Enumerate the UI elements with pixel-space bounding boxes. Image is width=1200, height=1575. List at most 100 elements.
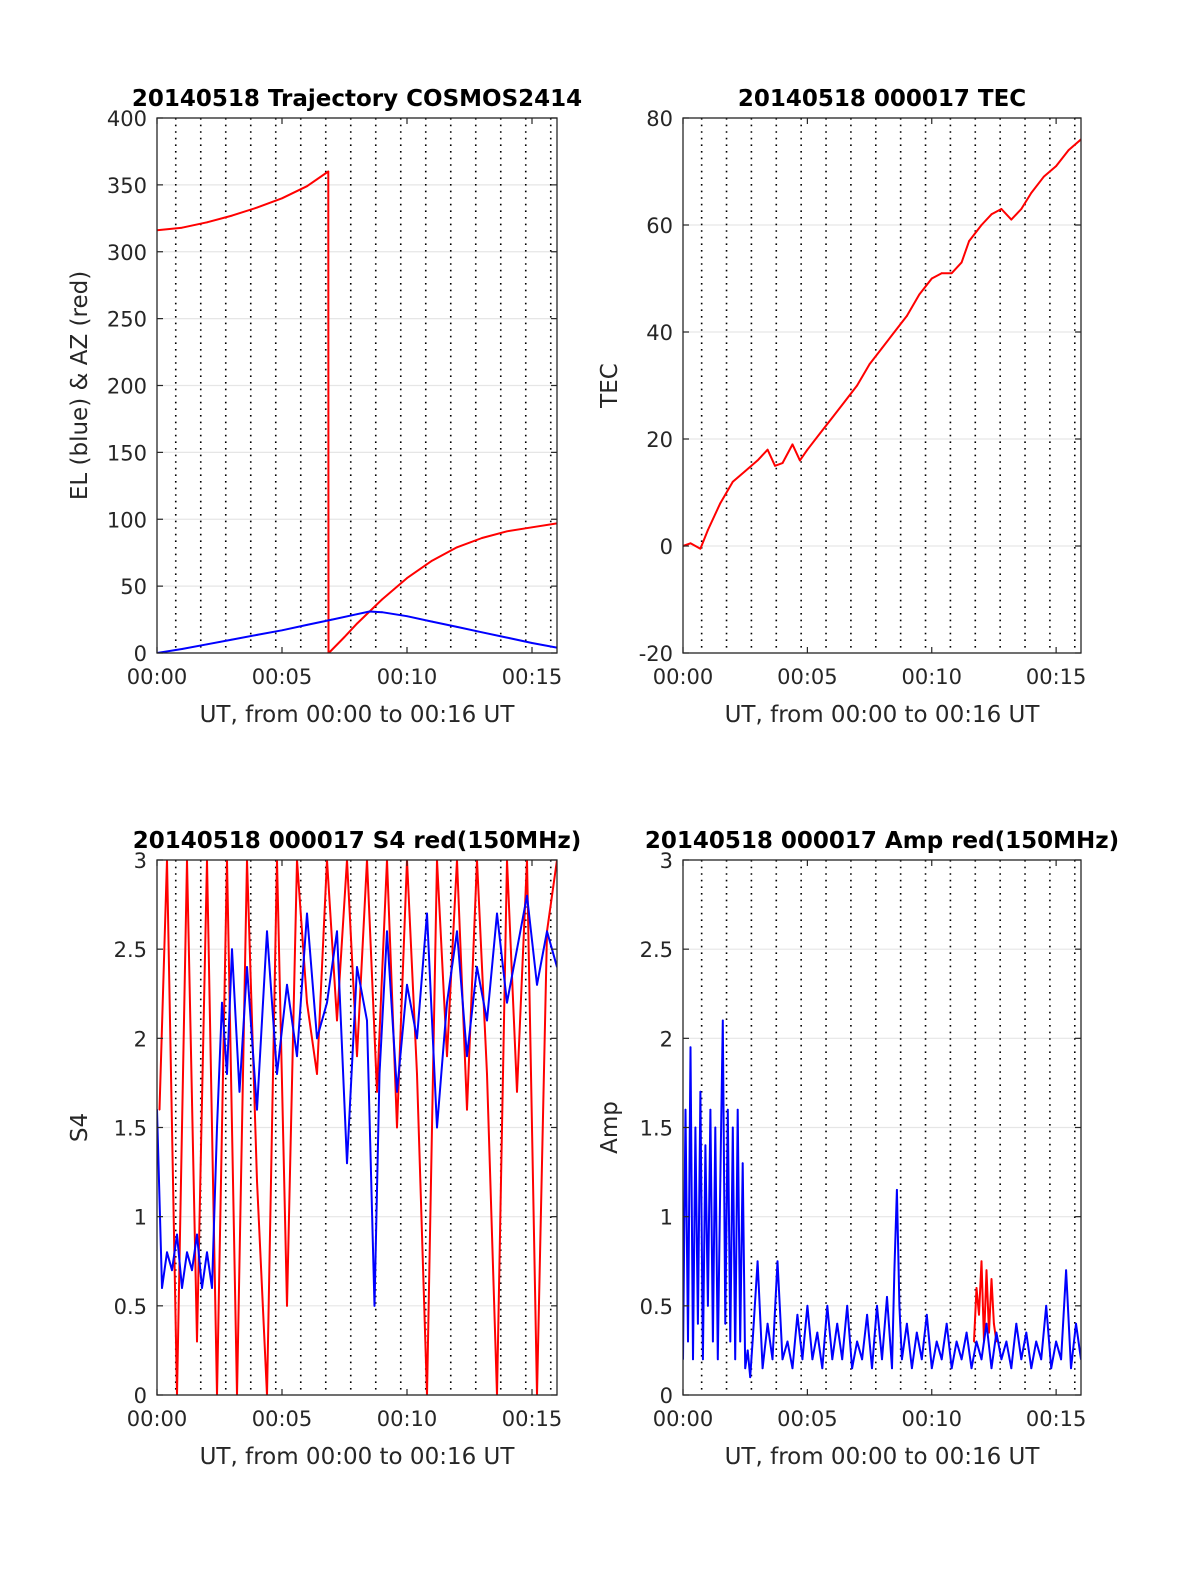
data-point	[776, 1260, 779, 1263]
data-point	[466, 1055, 468, 1058]
data-point	[381, 598, 383, 601]
data-point	[536, 983, 538, 986]
data-point	[206, 221, 208, 224]
data-point	[692, 1358, 694, 1361]
data-point	[781, 1358, 784, 1361]
series-line-0	[973, 1260, 998, 1343]
data-point	[306, 185, 308, 188]
y-tick-label: -20	[639, 642, 673, 666]
series-group	[157, 170, 557, 653]
y-tick-label: 100	[107, 508, 147, 532]
data-point	[296, 1055, 298, 1058]
data-point	[734, 1358, 737, 1361]
data-point	[206, 1251, 208, 1254]
data-point	[1030, 192, 1033, 194]
data-point	[231, 214, 233, 217]
y-tick-label: 300	[107, 241, 147, 265]
data-point	[336, 1019, 338, 1022]
data-point	[736, 1108, 739, 1111]
data-point	[226, 1073, 228, 1075]
y-tick-label: 250	[107, 308, 147, 332]
y-axis-label: Amp	[597, 1101, 623, 1154]
data-point	[818, 432, 821, 435]
data-point	[881, 347, 883, 349]
data-point	[975, 1287, 978, 1289]
y-tick-label: 0	[134, 1384, 147, 1408]
data-point	[856, 1340, 859, 1343]
data-point	[186, 1251, 188, 1254]
data-point	[326, 1001, 328, 1004]
data-point	[216, 1126, 218, 1129]
data-point	[729, 1340, 732, 1343]
data-point	[841, 1358, 844, 1361]
x-axis-label: UT, from 00:00 to 00:16 UT	[725, 702, 1041, 728]
data-point	[346, 1162, 348, 1165]
data-point	[985, 1322, 988, 1325]
x-tick-label: 00:15	[1026, 665, 1087, 689]
y-tick-label: 50	[120, 575, 147, 599]
data-point	[446, 1055, 448, 1058]
data-point	[726, 1108, 729, 1111]
data-point	[694, 1126, 697, 1129]
y-tick-label: 1	[134, 1206, 147, 1230]
data-point	[846, 1304, 849, 1307]
data-point	[751, 1340, 754, 1343]
data-point	[709, 1108, 712, 1111]
data-point	[286, 983, 288, 986]
data-point	[901, 1358, 903, 1361]
data-point	[406, 983, 408, 986]
data-point	[871, 1367, 873, 1370]
data-point	[546, 930, 548, 933]
data-point	[980, 1260, 983, 1263]
x-tick-label: 00:05	[777, 1407, 838, 1431]
series-group	[683, 138, 1081, 550]
data-point	[426, 912, 428, 915]
data-point	[799, 459, 801, 462]
data-point	[950, 1367, 953, 1370]
data-point	[1042, 175, 1045, 178]
data-point	[930, 277, 933, 280]
data-point	[1035, 1340, 1038, 1343]
data-point	[973, 1340, 975, 1343]
data-point	[915, 1331, 918, 1334]
data-point	[256, 634, 258, 636]
data-point	[1020, 208, 1023, 210]
x-tick-label: 00:10	[377, 665, 438, 689]
data-point	[191, 1269, 193, 1272]
y-tick-label: 2	[660, 1027, 673, 1051]
data-point	[1065, 1269, 1067, 1272]
data-point	[356, 613, 358, 616]
chart-trajectory: 00:00 00:05 00:10 00:15 0 50 100 150 200 250 300 35…	[67, 86, 582, 728]
data-point	[416, 1073, 418, 1075]
data-point	[201, 1287, 203, 1289]
y-tick-label: 0	[134, 642, 147, 666]
data-point	[496, 912, 498, 915]
data-point	[171, 1269, 173, 1272]
data-point	[1020, 1358, 1023, 1361]
data-point	[336, 930, 338, 933]
data-point	[821, 1367, 824, 1370]
data-point	[791, 1367, 794, 1370]
data-point	[356, 966, 358, 968]
data-point	[381, 611, 383, 614]
data-point	[1067, 149, 1070, 152]
y-tick-label: 1.5	[640, 1117, 673, 1141]
data-point	[687, 1340, 689, 1343]
data-point	[965, 1331, 968, 1334]
data-point	[893, 331, 896, 333]
data-point	[856, 384, 859, 387]
data-point	[886, 1296, 888, 1298]
y-tick-label: 3	[134, 849, 147, 873]
x-tick-label: 00:00	[127, 665, 188, 689]
x-tick-label: 00:05	[252, 665, 313, 689]
series-line-1	[157, 894, 557, 1307]
data-point	[526, 894, 528, 897]
data-point	[806, 1304, 809, 1307]
y-tick-label: 2	[134, 1027, 147, 1051]
y-tick-label: 3	[660, 849, 673, 873]
data-point	[356, 622, 358, 625]
data-point	[238, 1090, 241, 1093]
data-point	[1050, 1367, 1053, 1370]
x-axis-label: UT, from 00:00 to 00:16 UT	[725, 1444, 1041, 1470]
data-point	[706, 1304, 709, 1307]
